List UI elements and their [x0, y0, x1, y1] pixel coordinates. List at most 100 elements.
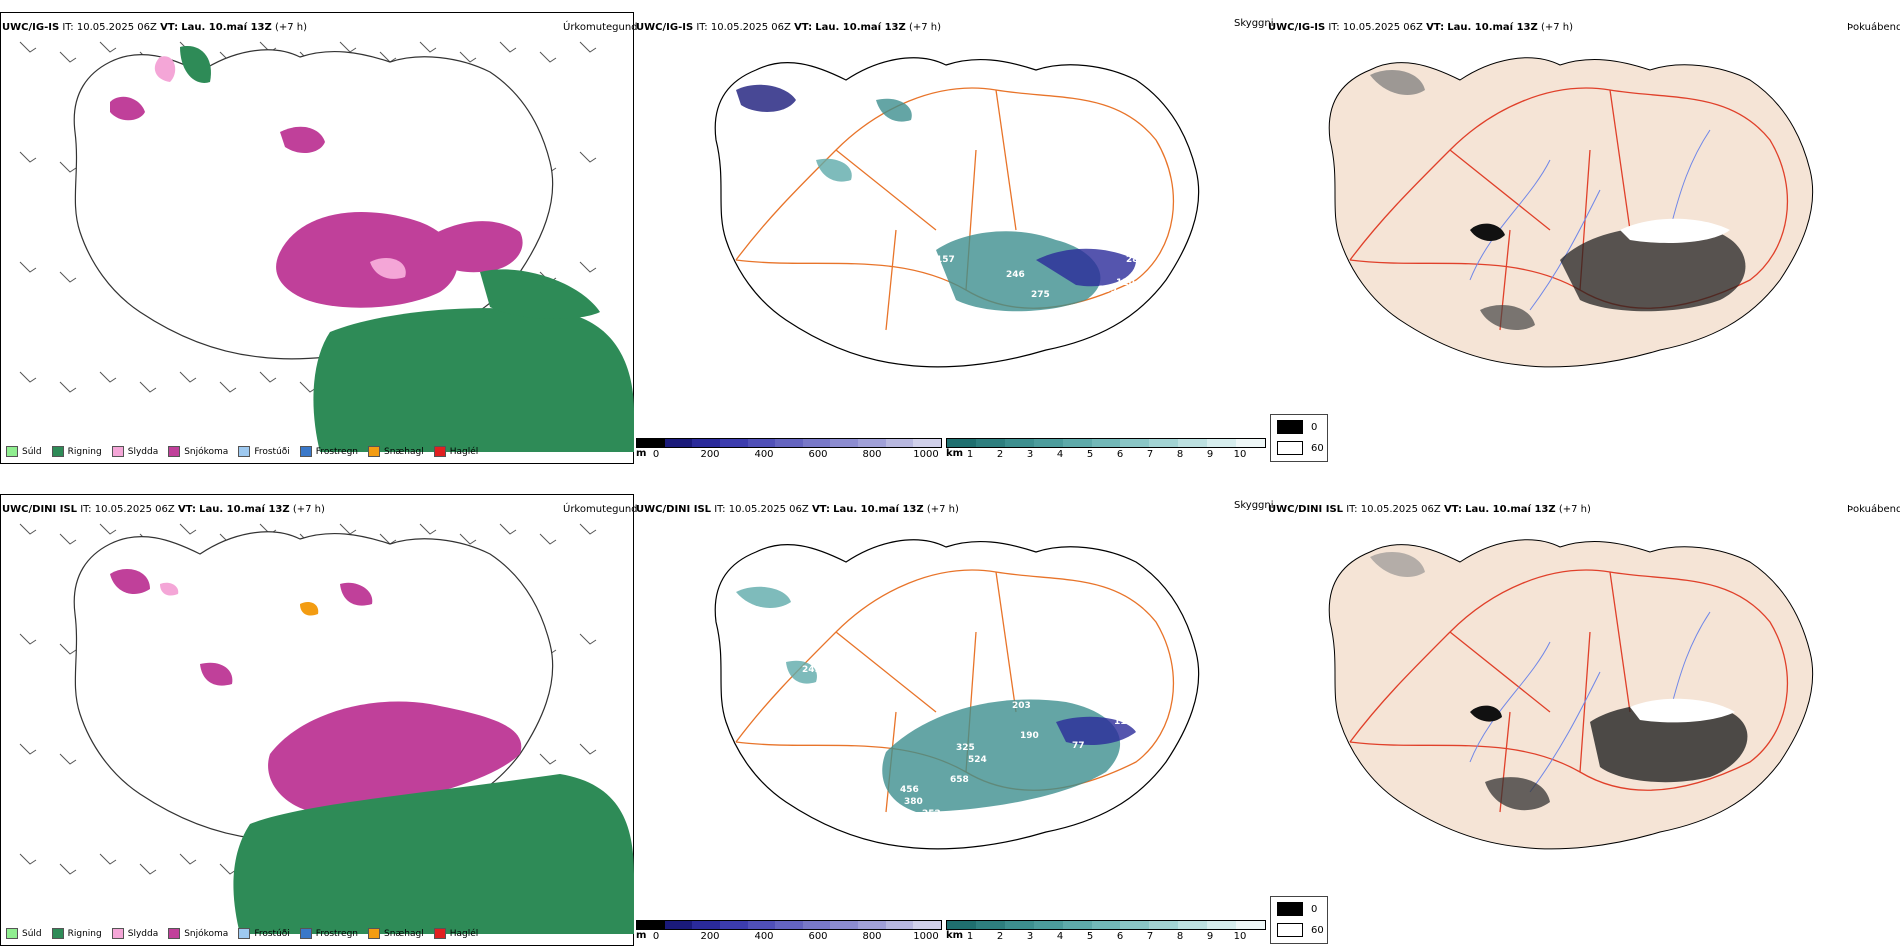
cloud-areas	[736, 586, 1136, 812]
precip-type-map-bottom	[19, 523, 634, 934]
visibility-unit: km	[946, 930, 964, 941]
tick-label: 800	[862, 931, 882, 942]
fog-legend-bottom: 0 60	[1270, 896, 1328, 944]
legend-label: Frostregn	[315, 928, 359, 939]
legend-label: Slydda	[127, 446, 159, 457]
fog-legend-row: 0	[1277, 902, 1317, 916]
legend-label: Súld	[22, 928, 42, 939]
fog-map-top	[1328, 57, 1814, 368]
precip-type-map-top	[19, 41, 634, 452]
legend-item-snjokoma: Snjókoma	[168, 928, 228, 939]
fog-legend-label: 0	[1311, 903, 1318, 915]
cloud-label: 140	[869, 161, 888, 171]
tick-label: 400	[754, 931, 774, 942]
tick-label: 800	[862, 449, 882, 460]
tick-label: 200	[700, 449, 720, 460]
visibility-ticks: 1 2 3 4 5 6 7 8 9 10	[946, 448, 1266, 460]
tick-label: 5	[1086, 449, 1094, 460]
fog-swatch	[1277, 923, 1303, 937]
vt-value: Lau. 10.maí 13Z	[1465, 504, 1556, 515]
header-cloud-bottom: UWC/DINI ISL IT: 10.05.2025 06Z VT: Lau.…	[636, 504, 959, 516]
tick-label: 1000	[913, 449, 939, 460]
cloud-label: 77	[1072, 741, 1085, 751]
it-value: 10.05.2025 06Z	[1360, 504, 1441, 515]
panel-title-precip-top: Úrkomutegund	[563, 22, 638, 33]
vt-label: VT:	[1443, 504, 1462, 515]
cloud-label: 524	[968, 755, 987, 765]
legend-label: Rigning	[67, 928, 102, 939]
header-fog-bottom: UWC/DINI ISL IT: 10.05.2025 06Z VT: Lau.…	[1268, 504, 1591, 516]
tick-label: 3	[1026, 449, 1034, 460]
legend-item-haglel: Haglél	[433, 928, 479, 939]
cloud-panel-bottom: 189 203 190 115 77 325 524 658 456 380 2…	[636, 512, 1266, 902]
fog-swatch	[1277, 902, 1303, 916]
legend-swatch	[168, 928, 181, 939]
legend-item-frostudi: Frostúði	[238, 446, 290, 457]
header-precip-top: UWC/IG-IS IT: 10.05.2025 06Z VT: Lau. 10…	[2, 22, 307, 34]
rivers	[1469, 129, 1711, 311]
ceiling-colorbar-strip	[636, 438, 942, 448]
ceiling-colorbar-strip	[636, 920, 942, 930]
legend-swatch	[299, 928, 312, 939]
model-name: UWC/DINI ISL	[1268, 504, 1344, 515]
legend-swatch	[299, 446, 312, 457]
legend-label: Haglél	[449, 928, 479, 939]
iceland-land	[1328, 57, 1814, 368]
it-value: 10.05.2025 06Z	[1342, 22, 1423, 33]
fog-legend-label: 60	[1311, 924, 1324, 936]
cloud-label: 189	[992, 689, 1011, 699]
tick-label: 3	[1026, 931, 1034, 942]
lead-time: (+7 h)	[908, 22, 941, 33]
tick-label: 2	[996, 449, 1004, 460]
visibility-ticks: 1 2 3 4 5 6 7 8 9 10	[946, 930, 1266, 942]
model-name: UWC/IG-IS	[636, 22, 694, 33]
panel-title-fog-bottom: Þokuábendi	[1847, 504, 1900, 515]
tick-label: 2	[996, 931, 1004, 942]
legend-label: Rigning	[67, 446, 102, 457]
cloud-value-labels: 189 203 190 115 77 325 524 658 456 380 2…	[802, 665, 1133, 835]
cloud-label: 325	[956, 743, 975, 753]
cloud-label: 110	[1116, 278, 1135, 288]
legend-label: Snæhagl	[384, 928, 424, 939]
vt-label: VT:	[160, 22, 179, 33]
vt-label: VT:	[794, 22, 813, 33]
cloud-label: 375	[911, 358, 930, 368]
legend-swatch	[51, 446, 64, 457]
cloud-label: 115	[1114, 717, 1133, 727]
legend-label: Frostúði	[254, 446, 290, 457]
precip-map-frame	[0, 494, 634, 946]
visibility-colorbar-strip	[946, 438, 1266, 448]
legend-item-snaehagl: Snæhagl	[368, 446, 424, 457]
vt-value: Lau. 10.maí 13Z	[815, 22, 906, 33]
cloud-label: 94	[886, 328, 899, 338]
fog-areas	[1370, 70, 1746, 330]
it-label: IT:	[696, 22, 708, 33]
tick-label: 6	[1116, 449, 1124, 460]
cloud-panel-top: 99 186 140 157 246 275 288 110 196 68 94…	[636, 30, 1266, 420]
legend-item-snjokoma: Snjókoma	[168, 446, 228, 457]
fog-legend-label: 60	[1311, 442, 1324, 454]
fog-panel-bottom	[1290, 512, 1900, 902]
cloud-label: 288	[1126, 255, 1145, 265]
ceiling-unit: m	[636, 930, 647, 941]
legend-swatch	[433, 446, 446, 457]
legend-item-frostudi: Frostúði	[238, 928, 290, 939]
legend-item-rigning: Rigning	[51, 446, 102, 457]
tick-label: 7	[1146, 449, 1154, 460]
cloud-label: 186	[898, 141, 917, 151]
legend-item-slydda: Slydda	[111, 928, 158, 939]
legend-label: Frostregn	[315, 446, 359, 457]
tick-label: 400	[754, 449, 774, 460]
legend-label: Snjókoma	[184, 928, 229, 939]
legend-swatch	[51, 928, 64, 939]
legend-item-frostregn: Frostregn	[299, 928, 359, 939]
visibility-colorbar-strip	[946, 920, 1266, 930]
panel-title-fog-top: Þokuábendi	[1847, 22, 1900, 33]
tick-label: 8	[1176, 449, 1184, 460]
it-value: 10.05.2025 06Z	[728, 504, 809, 515]
tick-label: 6	[1116, 931, 1124, 942]
tick-label: 8	[1176, 931, 1184, 942]
fog-areas	[1370, 552, 1748, 811]
legend-item-slydda: Slydda	[111, 446, 159, 457]
fog-swatch	[1277, 441, 1303, 455]
